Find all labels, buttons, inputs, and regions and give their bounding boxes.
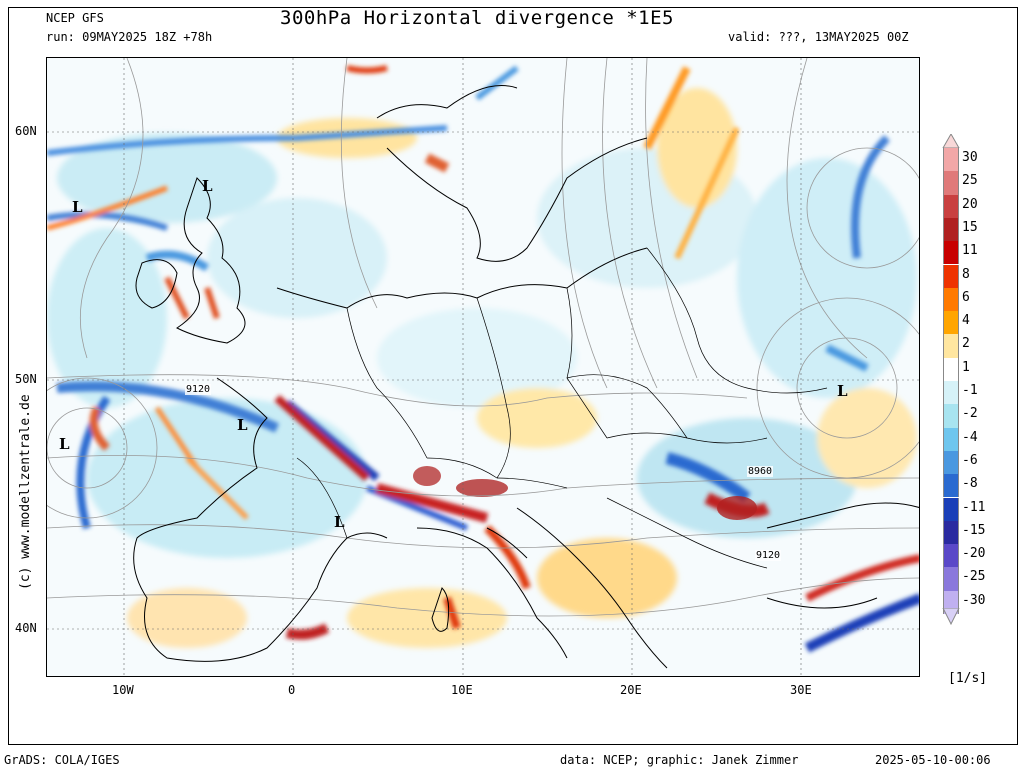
colorbar-swatch: [943, 357, 959, 381]
geopotential-contours: [47, 58, 919, 617]
country-borders: [296, 247, 828, 569]
colorbar-level-label: 2: [962, 336, 970, 352]
colorbar-level-label: 11: [962, 243, 978, 259]
colorbar-level-label: -2: [962, 406, 978, 422]
colorbar-swatch: [943, 381, 959, 405]
divergence-map: L L L L L L 9120 8960 9120: [46, 57, 920, 677]
colorbar-level-label: 15: [962, 219, 978, 235]
map-canvas: [47, 58, 919, 676]
colorbar-top-arrow: [942, 134, 960, 148]
colorbar-level-label: -1: [962, 383, 978, 398]
low-pressure-label: L: [59, 435, 70, 453]
lon-label-30e: 30E: [790, 683, 812, 697]
footer-timestamp: 2025-05-10-00:06: [875, 753, 991, 767]
colorbar-level-label: -6: [962, 452, 978, 468]
colorbar-bottom-arrow: [942, 608, 960, 626]
colorbar-swatch: [943, 497, 959, 521]
colorbar-level-label: -11: [962, 499, 986, 515]
lat-label-60n: 60N: [15, 124, 37, 138]
divergence-maximum: [717, 496, 757, 520]
colorbar-swatch: [943, 544, 959, 568]
footer-source: data: NCEP; graphic: Janek Zimmer: [560, 753, 799, 767]
colorbar-swatch: [943, 311, 959, 335]
colorbar-swatch: [943, 264, 959, 288]
divergence-field: [47, 88, 917, 648]
colorbar-level-label: 4: [962, 313, 970, 329]
colorbar-level-label: 1: [962, 359, 970, 375]
colorbar-level-label: -4: [962, 429, 978, 445]
colorbar-level-label: 20: [962, 196, 978, 212]
colorbar-swatch: [943, 171, 959, 195]
colorbar-level-label: 25: [962, 173, 978, 189]
colorbar-level-label: -8: [962, 476, 978, 492]
website-credit: (c) www.modellzentrale.de: [18, 394, 33, 590]
low-pressure-label: L: [237, 416, 248, 434]
colorbar-swatch: [943, 148, 959, 172]
lon-label-10w: 10W: [112, 683, 134, 697]
valid-time: valid: ???, 13MAY2025 00Z: [728, 30, 909, 44]
low-pressure-label: L: [202, 177, 213, 195]
colorbar-swatch: [943, 241, 959, 265]
colorbar-level-label: -30: [962, 592, 986, 608]
low-pressure-label: L: [837, 382, 848, 400]
colorbar-swatch: [943, 217, 959, 242]
colorbar-swatch: [943, 567, 959, 591]
lon-label-0: 0: [288, 683, 296, 697]
colorbar-level-label: -20: [962, 546, 986, 562]
lat-lon-grid: [47, 58, 919, 676]
colorbar-level-label: 8: [962, 266, 970, 282]
colorbar-swatch: [943, 427, 959, 451]
colorbar-swatch: [943, 474, 959, 498]
colorbar-level-label: 6: [962, 289, 970, 305]
colorbar-swatch: [943, 334, 959, 358]
lat-label-40n: 40N: [15, 621, 37, 635]
colorbar-swatch: [943, 520, 959, 545]
contour-label: 8960: [747, 466, 774, 477]
divergence-maximum: [413, 466, 441, 486]
colorbar-swatch: [943, 194, 959, 218]
colorbar-level-label: 30: [962, 150, 978, 165]
chart-title: 300hPa Horizontal divergence *1E5: [280, 7, 674, 29]
divergence-maximum: [456, 479, 508, 497]
colorbar-level-label: -15: [962, 522, 986, 538]
colorbar-swatch: [943, 450, 959, 475]
lat-label-50n: 50N: [15, 372, 37, 386]
colorbar-swatch: [943, 404, 959, 428]
low-pressure-label: L: [334, 513, 345, 531]
colorbar-level-label: -25: [962, 569, 986, 585]
lon-label-10e: 10E: [451, 683, 473, 697]
lon-label-20e: 20E: [620, 683, 642, 697]
contour-label: 9120: [755, 550, 782, 561]
figure-frame: [8, 7, 1018, 745]
colorbar-swatch: [943, 287, 959, 312]
model-name: NCEP GFS: [46, 11, 104, 25]
low-pressure-label: L: [72, 198, 83, 216]
coastlines: [133, 85, 919, 669]
footer-software: GrADS: COLA/IGES: [4, 753, 120, 767]
run-info: run: 09MAY2025 18Z +78h: [46, 30, 213, 44]
colorbar-unit: [1/s]: [948, 671, 988, 686]
contour-label: 9120: [185, 384, 212, 395]
